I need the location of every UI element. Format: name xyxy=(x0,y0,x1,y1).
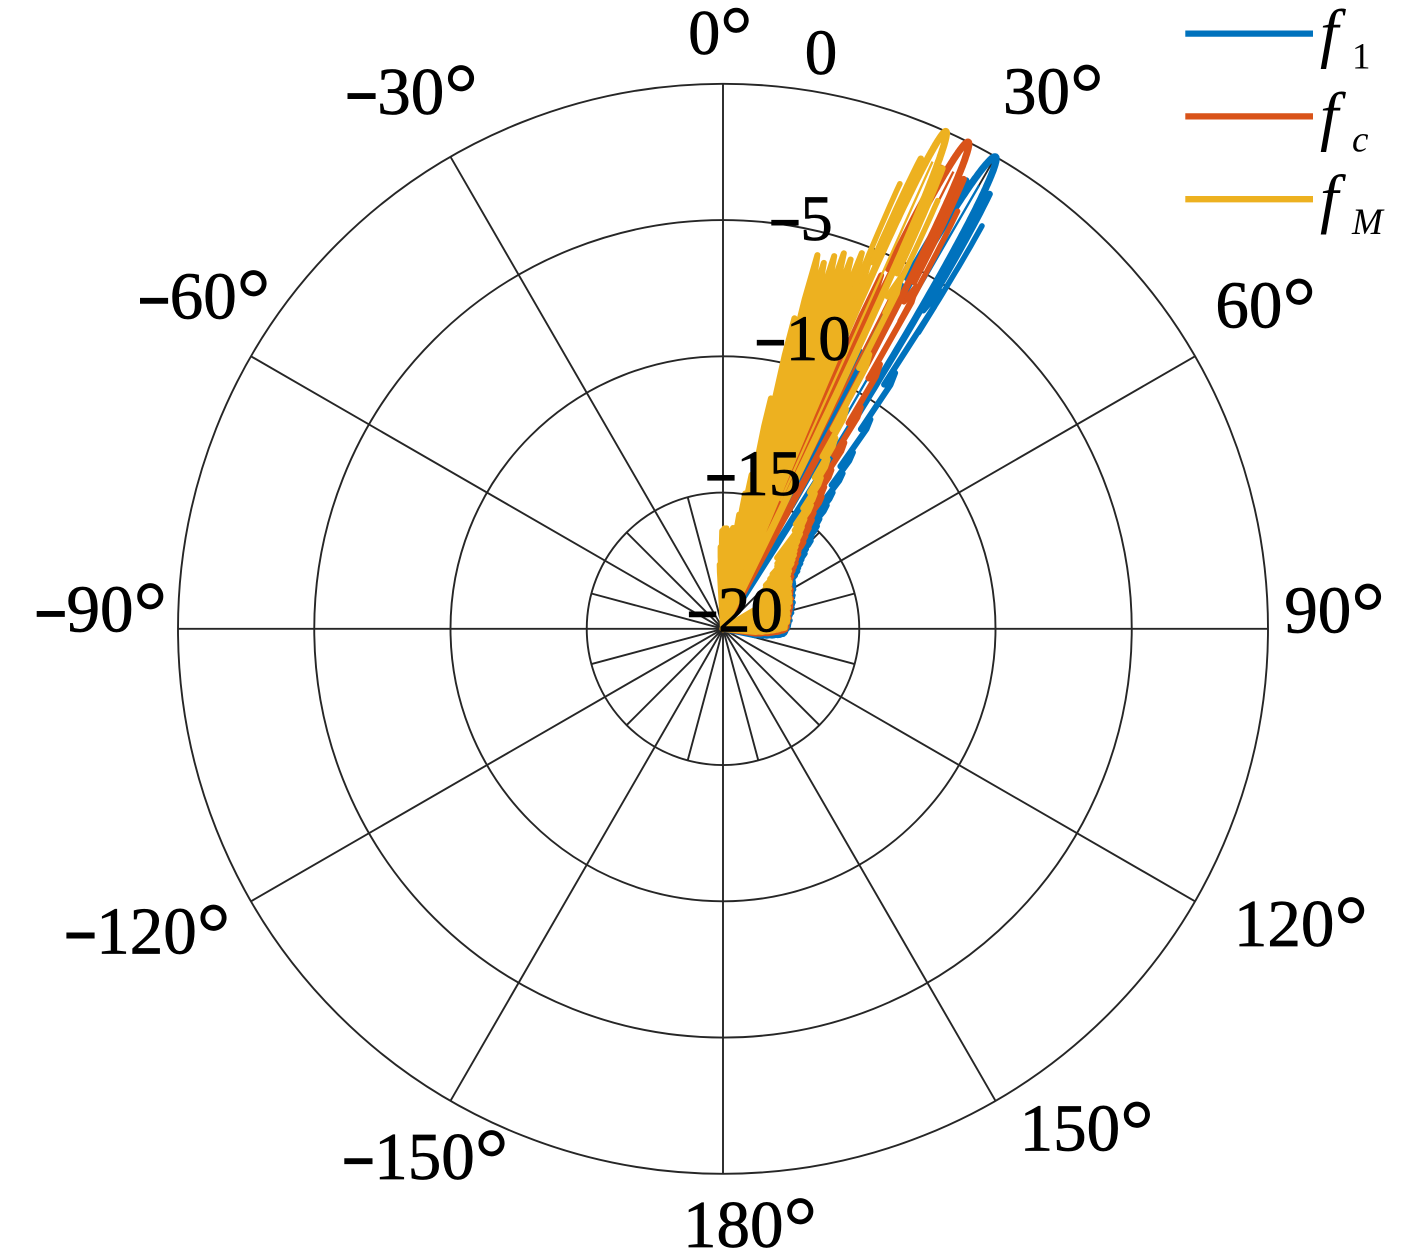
svg-text:60°: 60° xyxy=(1215,261,1316,354)
svg-text:90°: 90° xyxy=(67,565,168,658)
svg-text:30°: 30° xyxy=(1003,47,1104,140)
svg-text:M: M xyxy=(1351,202,1385,243)
svg-text:0°: 0° xyxy=(688,0,752,79)
svg-text:120°: 120° xyxy=(1234,880,1368,973)
svg-text:90°: 90° xyxy=(1284,566,1385,659)
svg-text:120°: 120° xyxy=(96,887,230,980)
svg-text:150°: 150° xyxy=(1020,1084,1154,1177)
svg-text:30°: 30° xyxy=(377,48,478,141)
svg-text:5: 5 xyxy=(800,183,833,255)
svg-text:60°: 60° xyxy=(170,252,271,345)
svg-text:150°: 150° xyxy=(374,1113,508,1206)
svg-text:1: 1 xyxy=(1352,37,1371,78)
svg-text:c: c xyxy=(1352,119,1369,160)
svg-text:20: 20 xyxy=(718,575,783,647)
svg-text:180°: 180° xyxy=(683,1181,817,1252)
svg-text:15: 15 xyxy=(736,438,801,510)
svg-text:10: 10 xyxy=(786,303,851,375)
svg-text:0: 0 xyxy=(805,17,838,89)
